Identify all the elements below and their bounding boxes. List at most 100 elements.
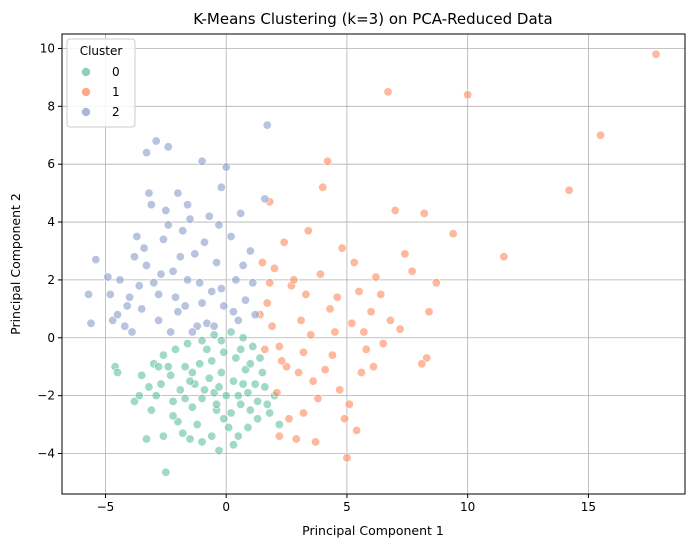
x-tick-label: 10: [460, 500, 475, 514]
scatter-point-cluster-0: [168, 396, 178, 406]
scatter-point-cluster-2: [163, 142, 173, 152]
scatter-point-cluster-0: [175, 385, 185, 395]
y-tick-label: 2: [47, 273, 55, 287]
scatter-point-cluster-1: [448, 229, 458, 239]
y-tick-label: 6: [47, 157, 55, 171]
scatter-point-cluster-2: [231, 275, 241, 285]
scatter-point-cluster-1: [595, 130, 605, 140]
scatter-point-cluster-1: [366, 307, 376, 317]
scatter-point-cluster-2: [108, 315, 118, 325]
scatter-point-cluster-0: [257, 367, 267, 377]
scatter-point-cluster-2: [204, 211, 214, 221]
scatter-point-cluster-0: [207, 431, 217, 441]
scatter-point-cluster-0: [166, 370, 176, 380]
scatter-point-cluster-1: [390, 205, 400, 215]
scatter-point-cluster-1: [279, 237, 289, 247]
scatter-point-cluster-1: [315, 269, 325, 279]
points-layer: [84, 49, 661, 477]
scatter-point-cluster-2: [226, 232, 236, 242]
scatter-point-cluster-0: [255, 353, 265, 363]
scatter-point-cluster-1: [294, 367, 304, 377]
scatter-point-cluster-0: [204, 373, 214, 383]
scatter-point-cluster-1: [318, 182, 328, 192]
scatter-point-cluster-2: [125, 292, 135, 302]
legend-marker-0: [81, 67, 91, 77]
scatter-point-cluster-0: [185, 376, 195, 386]
x-tick-label: 0: [222, 500, 230, 514]
scatter-point-cluster-2: [221, 162, 231, 172]
scatter-point-cluster-0: [137, 370, 147, 380]
scatter-point-cluster-1: [260, 344, 270, 354]
scatter-point-cluster-1: [342, 453, 352, 463]
scatter-point-cluster-2: [178, 226, 188, 236]
legend-label-2: 2: [112, 105, 120, 119]
legend-marker-2: [81, 107, 91, 117]
scatter-point-cluster-0: [231, 353, 241, 363]
scatter-point-cluster-0: [151, 391, 161, 401]
scatter-point-cluster-0: [241, 365, 251, 375]
legend-label-0: 0: [112, 65, 120, 79]
y-tick-label: −2: [37, 389, 55, 403]
scatter-point-cluster-2: [149, 278, 159, 288]
scatter-point-cluster-1: [269, 263, 279, 273]
scatter-point-cluster-1: [284, 414, 294, 424]
scatter-point-cluster-2: [115, 275, 125, 285]
scatter-point-cluster-0: [262, 399, 272, 409]
scatter-point-cluster-0: [154, 362, 164, 372]
scatter-point-cluster-2: [134, 281, 144, 291]
scatter-point-cluster-1: [303, 226, 313, 236]
scatter-point-cluster-0: [236, 399, 246, 409]
scatter-point-cluster-2: [132, 232, 142, 242]
scatter-point-cluster-0: [170, 344, 180, 354]
scatter-point-cluster-1: [282, 362, 292, 372]
scatter-point-cluster-0: [158, 350, 168, 360]
grid-layer: [62, 34, 685, 494]
scatter-point-cluster-0: [253, 414, 263, 424]
scatter-point-cluster-0: [129, 396, 139, 406]
scatter-point-cluster-1: [262, 298, 272, 308]
scatter-point-cluster-2: [183, 200, 193, 210]
scatter-point-cluster-2: [238, 260, 248, 270]
scatter-point-cluster-2: [199, 237, 209, 247]
scatter-point-cluster-0: [209, 330, 219, 340]
scatter-point-cluster-1: [499, 252, 509, 262]
scatter-point-cluster-2: [195, 278, 205, 288]
scatter-point-cluster-0: [214, 446, 224, 456]
scatter-point-cluster-1: [376, 289, 386, 299]
scatter-point-cluster-2: [209, 321, 219, 331]
scatter-point-cluster-0: [243, 422, 253, 432]
scatter-point-cluster-2: [185, 214, 195, 224]
scatter-point-cluster-0: [219, 347, 229, 357]
x-tick-label: 5: [343, 500, 351, 514]
scatter-point-cluster-1: [327, 350, 337, 360]
scatter-point-cluster-1: [431, 278, 441, 288]
scatter-point-cluster-0: [185, 434, 195, 444]
scatter-point-cluster-2: [173, 307, 183, 317]
scatter-point-cluster-1: [298, 408, 308, 418]
scatter-point-cluster-0: [216, 336, 226, 346]
scatter-point-cluster-1: [349, 258, 359, 268]
scatter-point-cluster-0: [197, 336, 207, 346]
scatter-point-cluster-2: [86, 318, 96, 328]
legend-label-1: 1: [112, 85, 120, 99]
scatter-point-cluster-0: [260, 382, 270, 392]
scatter-point-cluster-0: [197, 437, 207, 447]
scatter-point-cluster-1: [424, 307, 434, 317]
scatter-point-cluster-0: [156, 379, 166, 389]
scatter-point-cluster-0: [228, 440, 238, 450]
scatter-point-cluster-0: [187, 367, 197, 377]
scatter-point-cluster-0: [161, 467, 171, 477]
scatter-point-cluster-2: [192, 321, 202, 331]
scatter-point-cluster-1: [313, 394, 323, 404]
scatter-point-cluster-2: [216, 284, 226, 294]
scatter-point-cluster-2: [214, 220, 224, 230]
legend: Cluster 0 1 2: [66, 38, 136, 128]
scatter-point-cluster-0: [236, 344, 246, 354]
scatter-point-cluster-1: [257, 258, 267, 268]
scatter-point-cluster-1: [335, 385, 345, 395]
scatter-point-cluster-1: [385, 315, 395, 325]
scatter-point-cluster-2: [260, 194, 270, 204]
scatter-point-cluster-0: [144, 382, 154, 392]
scatter-point-cluster-2: [142, 148, 152, 158]
